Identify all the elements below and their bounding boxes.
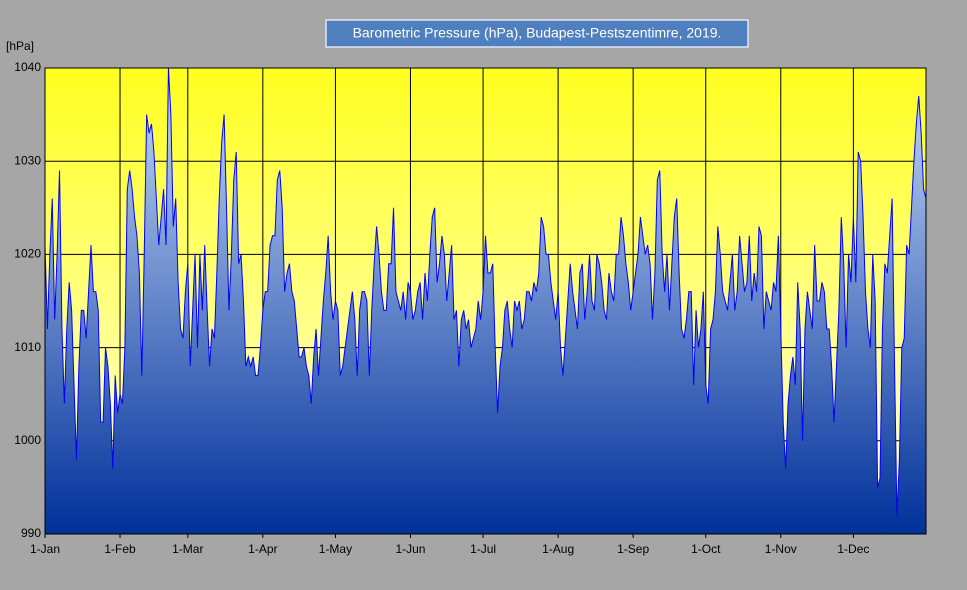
- x-tick-label: 1-Nov: [765, 542, 797, 556]
- x-tick-label: 1-May: [319, 542, 352, 556]
- y-tick-label: 1010: [14, 340, 41, 354]
- line: [44, 67, 927, 516]
- x-tick-label: 1-Feb: [104, 542, 136, 556]
- marks: [44, 67, 927, 534]
- x-tick-label: 1-Jan: [30, 542, 60, 556]
- title-box: [325, 19, 749, 48]
- y-tick-label: 990: [21, 526, 41, 540]
- x-tick-label: 1-Jul: [470, 542, 496, 556]
- y-axis-label: [hPa]: [6, 39, 34, 53]
- x-tick-label: 1-Aug: [542, 542, 574, 556]
- y-tick-label: 1020: [14, 247, 41, 261]
- y-tick-label: 1040: [14, 60, 41, 74]
- x-tick-label: 1-Jun: [395, 542, 425, 556]
- x-tick-label: 1-Apr: [248, 542, 277, 556]
- area: [45, 68, 926, 534]
- x-tick-label: 1-Oct: [691, 542, 721, 556]
- chart-title: Barometric Pressure (hPa), Budapest-Pest…: [353, 25, 722, 41]
- y-tick-label: 1000: [14, 433, 41, 447]
- x-tick-label: 1-Mar: [172, 542, 203, 556]
- x-tick-label: 1-Dec: [837, 542, 869, 556]
- plot-border: [44, 67, 927, 535]
- x-tick-label: 1-Sep: [617, 542, 649, 556]
- y-tick-label: 1030: [14, 153, 41, 167]
